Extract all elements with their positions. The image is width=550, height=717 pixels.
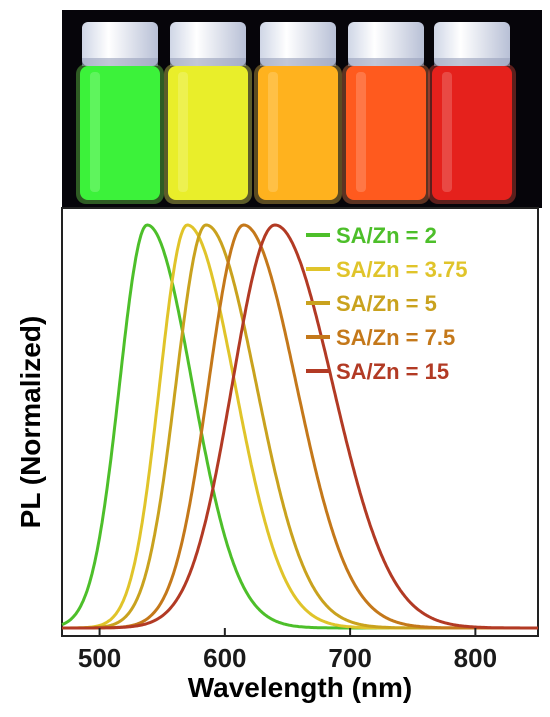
legend-item-5: SA/Zn = 15 [306, 359, 449, 384]
spectrum-plot: 500 600 700 800 SA/Zn = 2SA/Zn = 3.75SA/Zn … [15, 207, 539, 703]
vial-liquid [80, 66, 160, 200]
vial-sa-zn-3.75 [164, 22, 252, 204]
vial-highlight [90, 72, 100, 192]
vial-sa-zn-2 [76, 22, 164, 204]
vial-sa-zn-15 [428, 22, 516, 204]
vial-cap [260, 22, 336, 66]
legend-label: SA/Zn = 7.5 [336, 325, 455, 350]
vial-highlight [268, 72, 278, 192]
x-tick-label: 700 [328, 643, 371, 673]
vial-photo [62, 10, 542, 208]
vial-cap-rim [260, 58, 336, 66]
spectra-series [61, 223, 539, 630]
legend-item-3: SA/Zn = 5 [306, 291, 437, 316]
y-axis-title: PL (Normalized) [15, 316, 46, 529]
x-tick-label: 600 [203, 643, 246, 673]
series-line-5 [61, 223, 539, 630]
x-axis-title: Wavelength (nm) [188, 672, 413, 703]
vials [76, 22, 516, 204]
vial-liquid [346, 66, 426, 200]
legend-item-1: SA/Zn = 2 [306, 223, 437, 248]
vial-cap-rim [170, 58, 246, 66]
vial-cap-rim [348, 58, 424, 66]
vial-highlight [442, 72, 452, 192]
vial-liquid [258, 66, 338, 200]
vial-sa-zn-5 [254, 22, 342, 204]
vial-cap-rim [434, 58, 510, 66]
x-axis-ticks: 500 600 700 800 [78, 628, 497, 673]
legend-item-2: SA/Zn = 3.75 [306, 257, 467, 282]
vial-cap [434, 22, 510, 66]
vial-liquid [168, 66, 248, 200]
vial-cap-rim [82, 58, 158, 66]
legend-label: SA/Zn = 15 [336, 359, 449, 384]
x-tick-label: 500 [78, 643, 121, 673]
vial-cap [82, 22, 158, 66]
vial-cap [348, 22, 424, 66]
vial-cap [170, 22, 246, 66]
vial-highlight [356, 72, 366, 192]
vial-highlight [178, 72, 188, 192]
vial-liquid [432, 66, 512, 200]
legend-label: SA/Zn = 2 [336, 223, 437, 248]
legend-label: SA/Zn = 5 [336, 291, 437, 316]
plot-frame [61, 207, 539, 637]
legend-label: SA/Zn = 3.75 [336, 257, 467, 282]
series-line-4 [61, 223, 539, 630]
vial-sa-zn-7.5 [342, 22, 430, 204]
legend-item-4: SA/Zn = 7.5 [306, 325, 455, 350]
legend: SA/Zn = 2 SA/Zn = 3.75 SA/Zn = 5 SA/Zn = 7.… [306, 223, 467, 384]
x-tick-label: 800 [454, 643, 497, 673]
